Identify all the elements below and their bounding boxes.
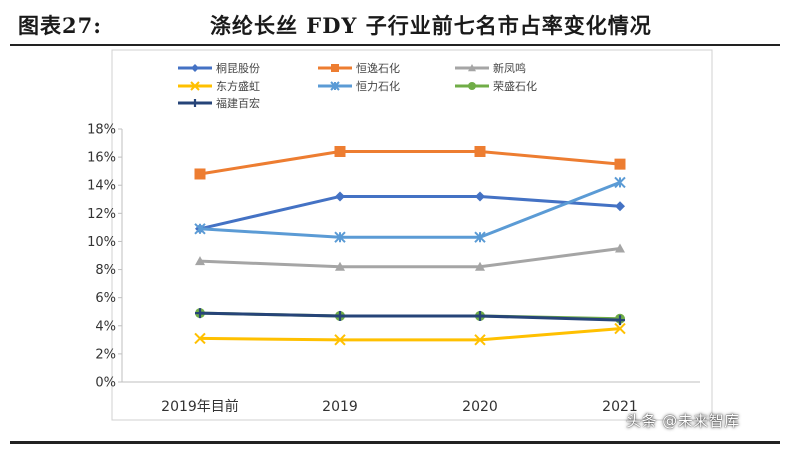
y-tick-label: 16% xyxy=(87,151,116,166)
x-tick-label: 2019年目前 xyxy=(161,398,239,415)
y-tick-label: 6% xyxy=(95,291,116,306)
legend-label: 桐昆股份 xyxy=(216,61,260,75)
data-point-square xyxy=(334,145,346,157)
data-point-square xyxy=(331,64,339,72)
bottom-rule xyxy=(10,441,780,444)
y-tick-label: 2% xyxy=(95,347,116,362)
legend-label: 恒逸石化 xyxy=(356,61,400,75)
series-line xyxy=(199,181,621,239)
data-point-triangle xyxy=(335,261,345,271)
y-tick-label: 0% xyxy=(95,376,116,391)
data-point-triangle xyxy=(468,64,476,72)
figure-header: 图表27: 涤纶长丝 FDY 子行业前七名市占率变化情况 xyxy=(0,0,787,44)
data-point-square xyxy=(194,168,206,180)
data-point-star xyxy=(194,223,206,235)
data-point-x xyxy=(334,334,346,346)
data-point-diamond xyxy=(335,191,345,202)
series-line xyxy=(199,311,621,322)
legend-label: 东方盛虹 xyxy=(216,79,260,93)
top-rule xyxy=(10,44,780,46)
data-point-star xyxy=(614,176,626,189)
data-point-triangle xyxy=(475,261,485,271)
data-point-triangle xyxy=(615,243,625,253)
data-point-plus xyxy=(475,310,485,321)
data-point-triangle xyxy=(195,256,205,266)
y-tick-label: 12% xyxy=(87,207,116,222)
y-tick-label: 4% xyxy=(95,319,116,334)
x-tick-label: 2019 xyxy=(322,399,358,415)
data-point-plus xyxy=(195,308,205,319)
series-line xyxy=(199,246,621,269)
figure-number: 图表27: xyxy=(18,13,102,38)
figure-title: 涤纶长丝 FDY 子行业前七名市占率变化情况 xyxy=(210,13,652,38)
chart-frame xyxy=(111,49,713,421)
data-point-diamond xyxy=(191,64,199,72)
y-tick-label: 8% xyxy=(95,263,116,278)
series-line xyxy=(199,194,621,231)
legend-label: 福建百宏 xyxy=(216,96,260,110)
data-point-star xyxy=(330,81,340,91)
data-point-star xyxy=(474,231,486,243)
legend-label: 恒力石化 xyxy=(356,79,400,93)
watermark-text: 头条 @未来智库 xyxy=(626,412,740,430)
x-tick-label: 2021 xyxy=(602,399,638,415)
legend-label: 新凤鸣 xyxy=(493,61,526,75)
y-tick-label: 14% xyxy=(87,179,116,194)
series-line xyxy=(199,327,621,342)
data-point-circle xyxy=(468,82,476,90)
x-tick-label: 2020 xyxy=(462,399,498,415)
data-point-plus xyxy=(191,99,199,107)
data-point-x xyxy=(474,334,486,346)
data-point-plus xyxy=(335,310,345,321)
data-point-x xyxy=(614,322,626,335)
data-point-x xyxy=(190,81,200,91)
data-point-diamond xyxy=(475,191,485,202)
data-point-square xyxy=(474,145,486,157)
data-point-square xyxy=(614,158,626,170)
data-point-diamond xyxy=(615,201,625,212)
data-point-x xyxy=(194,332,206,345)
data-point-plus xyxy=(615,315,625,326)
legend-label: 荣盛石化 xyxy=(493,79,537,93)
series-line xyxy=(199,149,621,176)
y-tick-label: 10% xyxy=(87,235,116,250)
data-point-star xyxy=(334,231,346,243)
y-tick-label: 18% xyxy=(87,123,116,138)
